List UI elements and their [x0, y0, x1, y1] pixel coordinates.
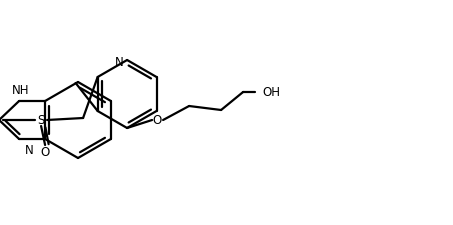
Text: N: N [25, 143, 34, 156]
Text: O: O [153, 114, 162, 127]
Text: O: O [40, 146, 50, 159]
Text: NH: NH [12, 83, 30, 96]
Text: OH: OH [262, 86, 280, 99]
Text: N: N [115, 56, 124, 69]
Text: S: S [38, 114, 45, 127]
